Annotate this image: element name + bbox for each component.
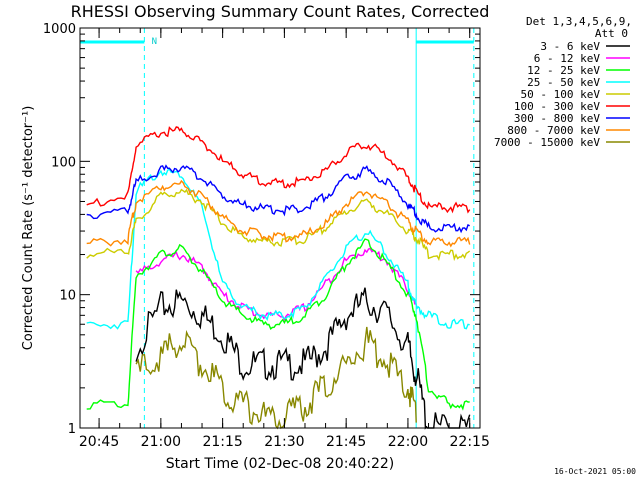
x-tick-label: 21:00 xyxy=(141,434,181,450)
axes xyxy=(79,27,481,429)
x-tick-label: 22:15 xyxy=(450,434,490,450)
x-tick-label: 20:45 xyxy=(79,434,119,450)
y-tick-label: 100 xyxy=(51,155,76,170)
y-tick-label: 10 xyxy=(59,289,76,304)
legend-entry-label: 300 - 800 keV xyxy=(514,112,600,125)
series-line xyxy=(135,247,417,322)
ticks-layer: 1 10 100 1000 20:45 21:00 21:15 21:30 21:45 22:00… xyxy=(43,22,490,450)
series-line xyxy=(86,126,471,214)
y-tick-label: 1 xyxy=(68,422,76,437)
y-axis-label: Corrected Count Rate (s⁻¹ detector⁻¹) xyxy=(21,106,36,351)
legend-entry-label: 7000 - 15000 keV xyxy=(494,136,600,149)
legend-header-line-2: Att 0 xyxy=(595,27,628,40)
series-line xyxy=(86,179,471,248)
x-tick-label: 22:00 xyxy=(388,434,428,450)
y-tick-label: 1000 xyxy=(43,22,76,37)
flag-layer: N xyxy=(80,28,475,428)
chart-title: RHESSI Observing Summary Count Rates, Co… xyxy=(71,2,490,21)
x-tick-label: 21:30 xyxy=(264,434,304,450)
plot-frame xyxy=(79,27,481,429)
series-line xyxy=(135,287,471,430)
legend-entry-label: 50 - 100 keV xyxy=(521,88,601,101)
legend-entry-label: 12 - 25 keV xyxy=(527,64,600,77)
series-line xyxy=(86,164,470,234)
x-axis-label: Start Time (02-Dec-08 20:40:22) xyxy=(166,456,394,472)
legend-header-line-1: Det 1,3,4,5,6,9, xyxy=(526,15,632,28)
x-tick-label: 21:45 xyxy=(326,434,366,450)
flag-label: N xyxy=(152,37,157,47)
legend-entry-label: 100 - 300 keV xyxy=(514,100,600,113)
series-layer xyxy=(86,126,471,430)
series-line xyxy=(86,168,470,330)
footer-timestamp: 16-Oct-2021 05:00 xyxy=(554,467,636,476)
legend-entry-label: 6 - 12 keV xyxy=(534,52,601,65)
series-line xyxy=(86,238,470,411)
legend-entry-label: 800 - 7000 keV xyxy=(507,124,600,137)
x-tick-label: 21:15 xyxy=(202,434,242,450)
legend-entry-label: 25 - 50 keV xyxy=(527,76,600,89)
legend-entry-label: 3 - 6 keV xyxy=(540,40,600,53)
